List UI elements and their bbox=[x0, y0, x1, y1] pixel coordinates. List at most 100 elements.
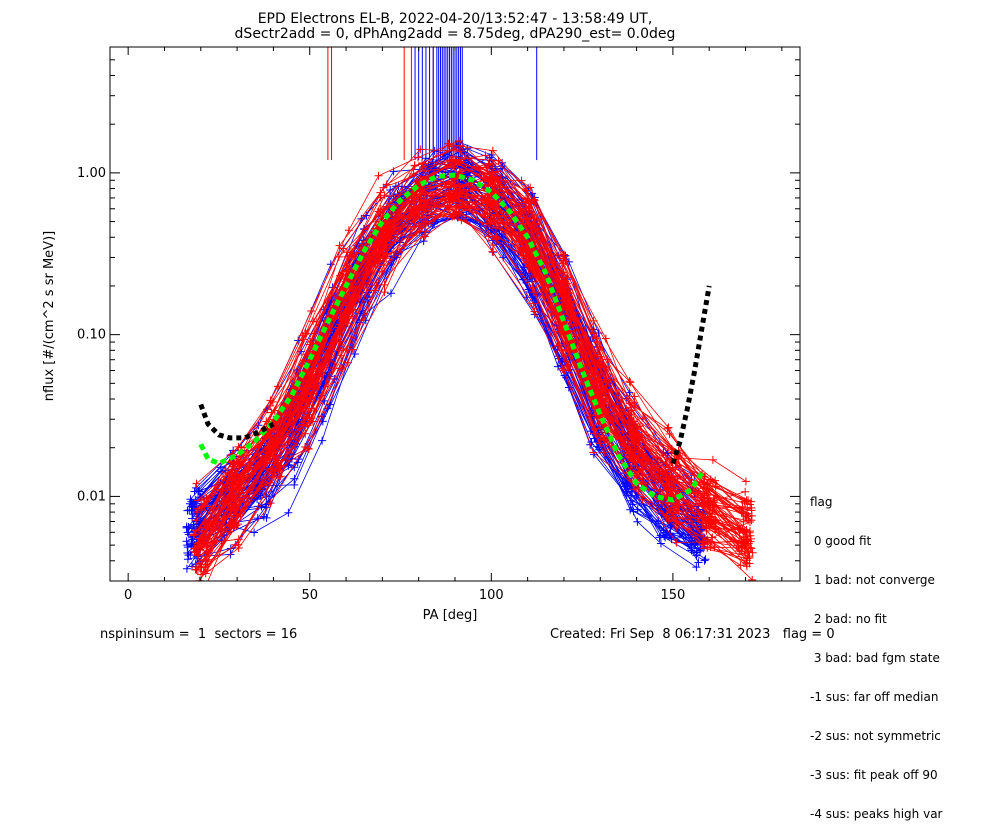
blue-pa-curve bbox=[187, 216, 706, 560]
red-data-point bbox=[564, 361, 573, 370]
red-data-point bbox=[561, 345, 570, 354]
blue-data-point bbox=[194, 487, 203, 496]
red-data-point bbox=[197, 503, 206, 512]
red-data-point bbox=[376, 205, 385, 214]
red-data-point bbox=[385, 230, 394, 239]
red-data-point bbox=[196, 562, 205, 571]
red-data-point bbox=[339, 344, 348, 353]
red-data-point bbox=[299, 385, 308, 394]
blue-data-point bbox=[294, 336, 303, 345]
blue-data-point bbox=[185, 506, 194, 515]
red-data-point bbox=[706, 475, 715, 484]
red-data-point bbox=[303, 444, 312, 453]
red-data-point bbox=[201, 569, 210, 578]
red-data-point bbox=[273, 418, 282, 427]
red-data-point bbox=[197, 495, 206, 504]
red-data-point bbox=[627, 437, 636, 446]
legend-item: 3 bad: bad fgm state bbox=[810, 651, 940, 665]
red-data-point bbox=[448, 212, 457, 221]
red-data-point bbox=[200, 540, 209, 549]
red-pa-curve bbox=[200, 184, 743, 575]
blue-data-point bbox=[386, 289, 395, 298]
red-pa-curve bbox=[203, 148, 746, 507]
red-data-point bbox=[231, 496, 240, 505]
pitch-angle-chart: EPD Electrons EL-B, 2022-04-20/13:52:47 … bbox=[42, 11, 801, 623]
red-data-point bbox=[559, 268, 568, 277]
red-data-point bbox=[597, 362, 606, 371]
red-data-point bbox=[196, 543, 205, 552]
red-data-point bbox=[339, 312, 348, 321]
red-data-point bbox=[372, 281, 381, 290]
red-data-point bbox=[371, 286, 380, 295]
blue-pa-curve bbox=[194, 178, 694, 546]
red-pa-curve bbox=[203, 177, 753, 538]
blue-data-point bbox=[662, 528, 671, 537]
blue-data-point bbox=[633, 505, 642, 514]
blue-data-point bbox=[183, 541, 192, 550]
red-pa-curve bbox=[199, 194, 740, 552]
red-data-point bbox=[456, 147, 465, 156]
red-data-point bbox=[407, 231, 416, 240]
red-data-point bbox=[601, 385, 610, 394]
red-data-point bbox=[708, 533, 717, 542]
blue-data-point bbox=[362, 211, 371, 220]
red-data-point bbox=[421, 190, 430, 199]
red-data-point bbox=[231, 477, 240, 486]
red-data-point bbox=[665, 465, 674, 474]
red-data-point bbox=[447, 160, 456, 169]
blue-data-point bbox=[188, 500, 197, 509]
red-data-point bbox=[675, 472, 684, 481]
red-pa-curve bbox=[201, 148, 748, 514]
red-data-point bbox=[451, 203, 460, 212]
red-data-point bbox=[671, 513, 680, 522]
red-data-point bbox=[519, 219, 528, 228]
red-data-point bbox=[481, 151, 490, 160]
red-data-point bbox=[530, 307, 539, 316]
red-data-point bbox=[409, 222, 418, 231]
blue-data-point bbox=[350, 349, 359, 358]
red-data-point bbox=[263, 464, 272, 473]
red-data-point bbox=[630, 445, 639, 454]
red-data-point bbox=[196, 580, 198, 581]
legend-item: 2 bad: no fit bbox=[810, 612, 887, 626]
x-axis-label: PA [deg] bbox=[423, 608, 478, 623]
red-data-point bbox=[526, 183, 535, 192]
red-data-point bbox=[705, 513, 714, 522]
red-data-point bbox=[742, 540, 751, 549]
red-data-point bbox=[662, 474, 671, 483]
legend-item: -2 sus: not symmetric bbox=[810, 729, 941, 743]
x-tick-label: 100 bbox=[479, 588, 504, 603]
red-data-point bbox=[629, 416, 638, 425]
red-data-point bbox=[226, 470, 235, 479]
red-data-point bbox=[302, 390, 311, 399]
flag-legend: flag 0 good fit 1 bad: not converge 2 ba… bbox=[810, 470, 942, 834]
red-data-point bbox=[600, 448, 609, 457]
red-data-point bbox=[487, 170, 496, 179]
red-data-point bbox=[456, 157, 465, 166]
blue-data-point bbox=[694, 558, 703, 567]
blue-data-point bbox=[553, 362, 562, 371]
red-data-point bbox=[662, 481, 671, 490]
y-tick-label: 0.10 bbox=[77, 328, 106, 343]
red-data-point bbox=[414, 153, 423, 162]
red-data-point bbox=[487, 199, 496, 208]
red-data-point bbox=[268, 441, 277, 450]
y-tick-label: 0.01 bbox=[77, 489, 106, 504]
red-data-point bbox=[626, 454, 635, 463]
red-data-point bbox=[234, 484, 243, 493]
red-data-point bbox=[744, 536, 753, 545]
red-data-point bbox=[706, 543, 715, 552]
blue-data-point bbox=[326, 400, 335, 409]
red-data-point bbox=[488, 146, 497, 155]
red-data-point bbox=[699, 544, 708, 553]
legend-item: -3 sus: fit peak off 90 bbox=[810, 768, 938, 782]
blue-data-point bbox=[589, 450, 598, 459]
red-data-point bbox=[305, 340, 314, 349]
blue-data-point bbox=[330, 374, 339, 383]
blue-data-point bbox=[518, 265, 527, 274]
red-data-point bbox=[307, 306, 316, 315]
red-data-point bbox=[420, 232, 429, 241]
y-axis-label: nflux [#/(cm^2 s sr MeV)] bbox=[42, 231, 57, 401]
red-data-point bbox=[631, 430, 640, 439]
red-data-point bbox=[303, 413, 312, 422]
